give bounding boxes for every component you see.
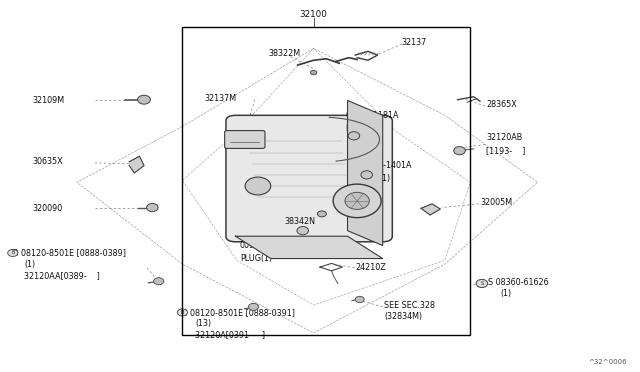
Ellipse shape bbox=[345, 192, 369, 209]
Text: PLUG(1): PLUG(1) bbox=[240, 254, 272, 263]
Text: 00933-1181A: 00933-1181A bbox=[346, 111, 399, 120]
Ellipse shape bbox=[154, 278, 164, 285]
Text: 32120AA[0389-    ]: 32120AA[0389- ] bbox=[24, 271, 100, 280]
Text: 38322M: 38322M bbox=[269, 49, 301, 58]
Text: 38342N: 38342N bbox=[285, 217, 316, 226]
Text: 32137M: 32137M bbox=[205, 94, 237, 103]
Ellipse shape bbox=[245, 177, 271, 195]
Bar bbox=[182, 27, 470, 335]
Text: B 08120-8501E [0888-0389]: B 08120-8501E [0888-0389] bbox=[13, 248, 126, 257]
Text: S 08360-61626: S 08360-61626 bbox=[488, 278, 548, 287]
Ellipse shape bbox=[177, 309, 188, 316]
Text: 24210Z: 24210Z bbox=[355, 263, 386, 272]
Polygon shape bbox=[236, 236, 383, 259]
Text: 32109M: 32109M bbox=[32, 96, 64, 105]
Ellipse shape bbox=[317, 211, 326, 217]
FancyBboxPatch shape bbox=[226, 115, 392, 242]
Ellipse shape bbox=[476, 279, 488, 288]
Text: ^32^0006: ^32^0006 bbox=[589, 359, 627, 365]
Ellipse shape bbox=[348, 132, 360, 140]
Text: PLUG(1): PLUG(1) bbox=[358, 174, 390, 183]
Ellipse shape bbox=[138, 95, 150, 104]
Text: (32834M): (32834M) bbox=[384, 312, 422, 321]
Ellipse shape bbox=[361, 171, 372, 179]
Text: 32005M: 32005M bbox=[480, 198, 512, 207]
Ellipse shape bbox=[248, 303, 259, 310]
Ellipse shape bbox=[297, 227, 308, 235]
Ellipse shape bbox=[310, 70, 317, 75]
Text: 00931-2121A: 00931-2121A bbox=[240, 241, 294, 250]
Text: B: B bbox=[180, 310, 184, 315]
Polygon shape bbox=[421, 204, 440, 215]
Text: (1): (1) bbox=[24, 260, 35, 269]
Text: 28365X: 28365X bbox=[486, 100, 517, 109]
Text: (13): (13) bbox=[195, 319, 211, 328]
Text: 32120AB: 32120AB bbox=[486, 133, 523, 142]
Ellipse shape bbox=[454, 147, 465, 155]
Text: 00933-1401A: 00933-1401A bbox=[358, 161, 412, 170]
Text: (1): (1) bbox=[500, 289, 511, 298]
Text: 32100: 32100 bbox=[300, 10, 328, 19]
Polygon shape bbox=[348, 100, 383, 246]
Text: PLUG(1): PLUG(1) bbox=[346, 124, 378, 133]
Text: B 08120-8501E [0888-0391]: B 08120-8501E [0888-0391] bbox=[182, 308, 296, 317]
Ellipse shape bbox=[355, 296, 364, 303]
Ellipse shape bbox=[8, 250, 18, 257]
FancyBboxPatch shape bbox=[225, 131, 265, 148]
Text: 30635X: 30635X bbox=[32, 157, 63, 166]
Polygon shape bbox=[129, 156, 144, 173]
Text: SEE SEC.328: SEE SEC.328 bbox=[384, 301, 435, 310]
Text: 32120A[0391-    ]: 32120A[0391- ] bbox=[195, 330, 266, 339]
Text: [1193-    ]: [1193- ] bbox=[486, 146, 526, 155]
Text: B: B bbox=[11, 250, 15, 256]
Ellipse shape bbox=[147, 203, 158, 212]
Text: 320090: 320090 bbox=[32, 204, 62, 213]
Ellipse shape bbox=[333, 184, 381, 218]
Text: 32137: 32137 bbox=[402, 38, 427, 47]
Text: S: S bbox=[481, 281, 483, 286]
